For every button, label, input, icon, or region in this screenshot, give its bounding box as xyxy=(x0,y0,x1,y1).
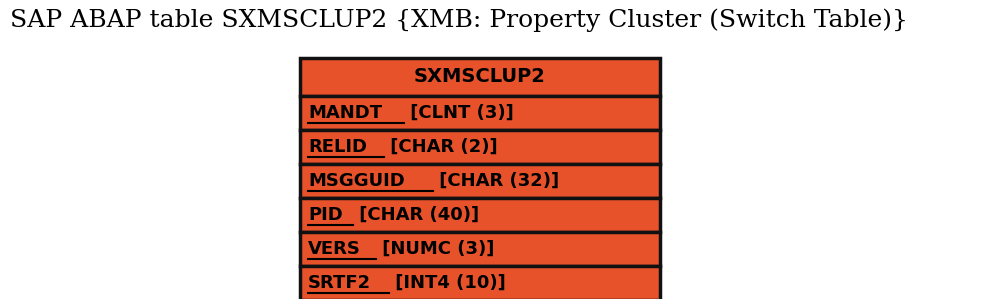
Text: SXMSCLUP2: SXMSCLUP2 xyxy=(414,68,545,86)
Text: [CLNT (3)]: [CLNT (3)] xyxy=(403,104,513,122)
Text: SAP ABAP table SXMSCLUP2 {XMB: Property Cluster (Switch Table)}: SAP ABAP table SXMSCLUP2 {XMB: Property … xyxy=(10,8,907,31)
Bar xyxy=(300,130,660,164)
Text: MSGGUID: MSGGUID xyxy=(308,172,404,190)
Text: [CHAR (40)]: [CHAR (40)] xyxy=(352,206,478,224)
Text: PID: PID xyxy=(308,206,342,224)
Text: [CHAR (32)]: [CHAR (32)] xyxy=(433,172,558,190)
Bar xyxy=(300,58,660,96)
Bar xyxy=(300,266,660,299)
Bar xyxy=(300,164,660,198)
Bar xyxy=(300,198,660,232)
Text: [NUMC (3)]: [NUMC (3)] xyxy=(376,240,494,258)
Text: [CHAR (2)]: [CHAR (2)] xyxy=(384,138,497,156)
Text: RELID: RELID xyxy=(308,138,367,156)
Text: MANDT: MANDT xyxy=(308,104,382,122)
Text: SRTF2: SRTF2 xyxy=(308,274,371,292)
Bar xyxy=(300,96,660,130)
Bar xyxy=(300,232,660,266)
Text: [INT4 (10)]: [INT4 (10)] xyxy=(389,274,506,292)
Text: VERS: VERS xyxy=(308,240,361,258)
